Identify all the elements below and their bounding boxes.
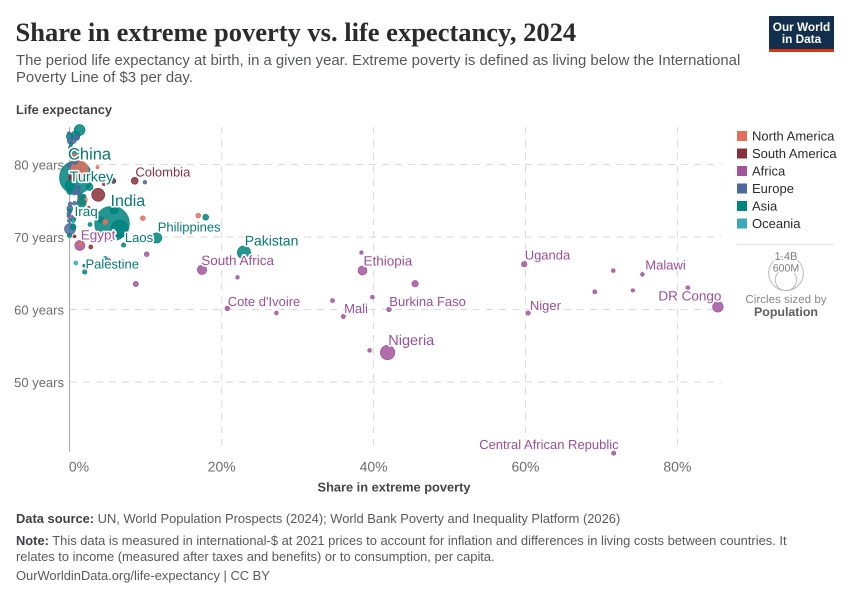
svg-text:60%: 60% <box>511 459 539 475</box>
svg-text:Philippines: Philippines <box>158 219 221 234</box>
svg-text:Iraq: Iraq <box>75 204 98 219</box>
svg-text:DR Congo: DR Congo <box>658 289 721 304</box>
svg-text:Cote d'Ivoire: Cote d'Ivoire <box>228 294 301 309</box>
svg-text:North America: North America <box>752 129 835 144</box>
svg-text:600M: 600M <box>773 262 800 274</box>
svg-text:1.4B: 1.4B <box>774 251 797 263</box>
svg-text:China: China <box>68 146 112 164</box>
svg-text:Laos: Laos <box>125 230 154 245</box>
svg-text:Ethiopia: Ethiopia <box>364 253 413 268</box>
svg-text:20%: 20% <box>208 459 236 475</box>
svg-text:Colombia: Colombia <box>135 164 191 179</box>
svg-text:South Africa: South Africa <box>201 253 274 268</box>
svg-text:Niger: Niger <box>530 298 562 313</box>
svg-text:Life expectancy: Life expectancy <box>16 102 113 117</box>
svg-text:India: India <box>111 193 146 210</box>
svg-text:Population: Population <box>754 305 818 319</box>
svg-text:Uganda: Uganda <box>525 248 571 263</box>
svg-text:South America: South America <box>752 146 837 161</box>
svg-text:Circles sized by: Circles sized by <box>745 293 826 306</box>
svg-text:80%: 80% <box>663 459 691 475</box>
svg-text:Central African Republic: Central African Republic <box>479 437 619 452</box>
svg-text:Palestine: Palestine <box>86 257 139 272</box>
svg-text:40%: 40% <box>360 459 388 475</box>
svg-text:50 years: 50 years <box>14 375 64 390</box>
svg-text:Mali: Mali <box>344 301 368 316</box>
svg-text:0%: 0% <box>69 459 89 475</box>
svg-text:60 years: 60 years <box>14 302 64 317</box>
svg-text:Egypt: Egypt <box>81 228 116 243</box>
svg-text:Europe: Europe <box>752 181 794 196</box>
svg-text:Turkey: Turkey <box>70 170 115 186</box>
svg-text:70 years: 70 years <box>14 230 64 245</box>
svg-text:Asia: Asia <box>752 199 778 214</box>
svg-text:Nigeria: Nigeria <box>388 333 435 349</box>
svg-text:Oceania: Oceania <box>752 216 801 231</box>
svg-text:Pakistan: Pakistan <box>245 233 299 249</box>
svg-text:Malawi: Malawi <box>645 257 686 272</box>
svg-text:Burkina Faso: Burkina Faso <box>389 294 466 309</box>
svg-text:Share in extreme poverty: Share in extreme poverty <box>318 479 472 494</box>
svg-text:Africa: Africa <box>752 164 786 179</box>
svg-text:80 years: 80 years <box>14 157 64 172</box>
